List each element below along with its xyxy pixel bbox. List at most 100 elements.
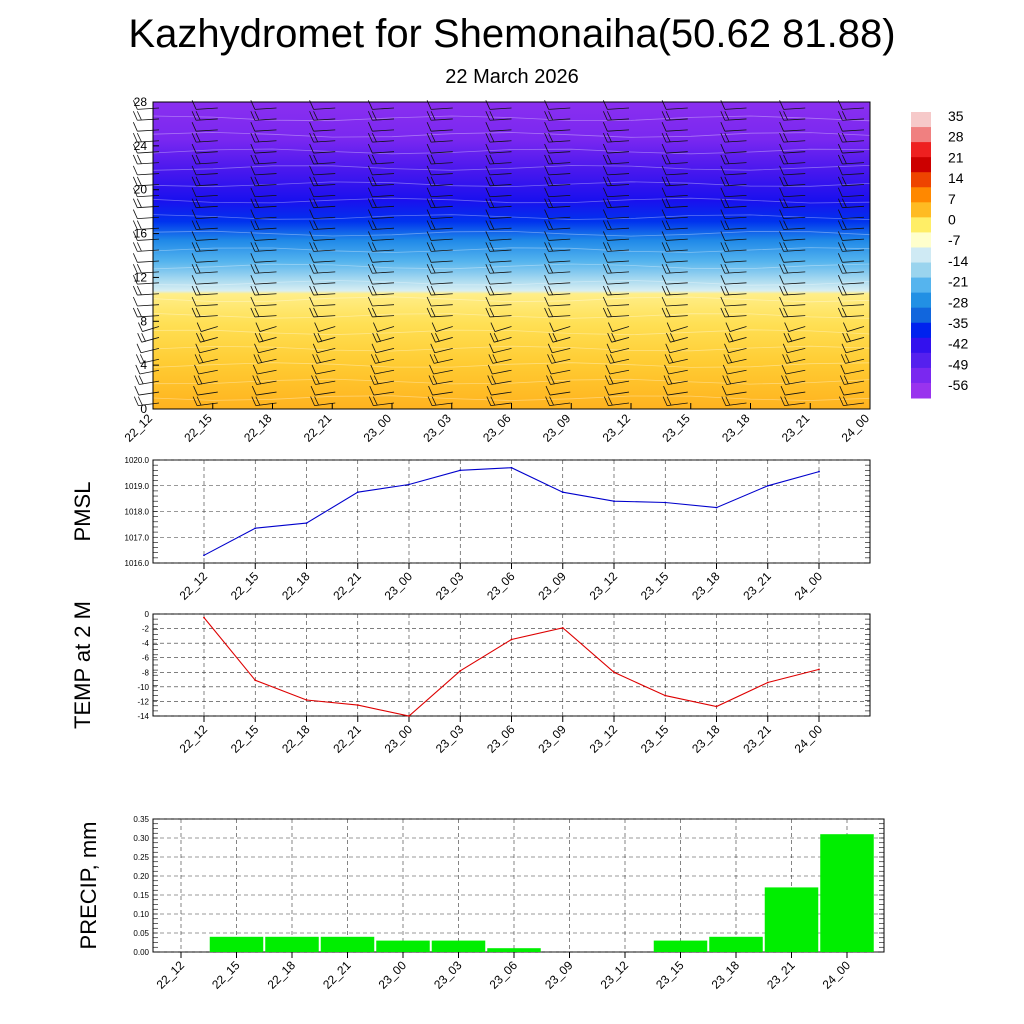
wind-barb bbox=[250, 285, 277, 296]
wind-barb bbox=[781, 364, 806, 375]
wind-barb bbox=[661, 220, 688, 230]
wind-barb-shaft bbox=[137, 195, 160, 198]
wind-barb-flag bbox=[255, 396, 261, 406]
wind-barb-flag bbox=[430, 220, 436, 230]
wind-barb-flag bbox=[783, 198, 788, 208]
wind-barb-shaft bbox=[607, 118, 630, 121]
wind-barb bbox=[544, 143, 571, 154]
wind-barb-shaft bbox=[670, 337, 688, 343]
wind-barb bbox=[426, 209, 453, 219]
wind-barb bbox=[132, 100, 160, 110]
wind-barb bbox=[426, 198, 453, 209]
wind-barb bbox=[309, 154, 336, 165]
wind-barb-shaft bbox=[666, 162, 688, 165]
wind-barb-shaft bbox=[607, 238, 630, 241]
wind-barb-flag bbox=[552, 333, 558, 342]
wind-barb bbox=[487, 375, 512, 385]
wind-barb-flag bbox=[485, 253, 491, 263]
wind-barb-flag bbox=[724, 307, 730, 317]
wind-barb-flag bbox=[779, 176, 784, 186]
wind-barb-shaft bbox=[434, 358, 453, 364]
wind-barb-flag bbox=[720, 274, 726, 285]
wind-barb-flag bbox=[608, 322, 613, 332]
wind-barb-flag bbox=[309, 132, 314, 143]
wind-barb-shaft bbox=[372, 271, 395, 274]
wind-barb-flag bbox=[606, 176, 612, 186]
wind-barb-flag bbox=[368, 396, 374, 406]
wind-barb bbox=[544, 264, 571, 274]
wind-barb-flag bbox=[720, 122, 726, 132]
pmsl-x-tick-label: 23_21 bbox=[740, 569, 774, 603]
wind-barb-shaft bbox=[844, 380, 865, 385]
wind-barb-flag bbox=[426, 274, 432, 285]
wind-barb-flag bbox=[544, 111, 549, 121]
wind-barb bbox=[427, 396, 453, 407]
wind-barb-shaft bbox=[140, 358, 160, 364]
precip-x-tick-label: 22_18 bbox=[265, 958, 299, 992]
wind-barb-shaft bbox=[313, 173, 336, 176]
wind-barb-flag bbox=[426, 285, 432, 296]
wind-barb bbox=[602, 307, 630, 318]
wind-barb-flag bbox=[840, 354, 846, 364]
wind-barb-flag bbox=[551, 354, 556, 364]
wind-barb-flag bbox=[254, 343, 259, 353]
wind-barb-flag bbox=[489, 307, 495, 317]
wind-barb-flag bbox=[430, 198, 436, 208]
wind-barb-flag bbox=[136, 198, 142, 208]
wind-barb-flag bbox=[132, 187, 138, 197]
wind-barb-flag bbox=[665, 285, 671, 295]
wind-barb-shaft bbox=[372, 184, 395, 187]
wind-barb-shaft bbox=[489, 260, 512, 263]
wind-barb-flag bbox=[547, 343, 553, 353]
wind-barb-flag bbox=[313, 198, 318, 208]
wind-barb-shaft bbox=[666, 107, 688, 110]
wind-barb-shaft bbox=[254, 238, 277, 241]
wind-barb bbox=[191, 220, 218, 230]
wind-barb-shaft bbox=[726, 380, 747, 385]
wind-barb-flag bbox=[132, 100, 138, 110]
wind-barb-flag bbox=[784, 322, 790, 332]
precip-y-tick-label: 0.30 bbox=[133, 834, 149, 843]
pmsl-x-tick-label: 23_18 bbox=[689, 569, 723, 603]
wind-barb-shaft bbox=[254, 151, 277, 154]
pmsl-data-point bbox=[203, 554, 205, 557]
wind-barb bbox=[250, 198, 277, 209]
wind-barb bbox=[132, 264, 160, 274]
wind-barb-flag bbox=[309, 307, 314, 318]
wind-barb-flag bbox=[367, 122, 373, 132]
contour-line bbox=[152, 247, 871, 253]
wind-barb-shaft bbox=[372, 216, 395, 219]
wind-barb-flag bbox=[426, 187, 432, 197]
wind-barb-flag bbox=[195, 343, 201, 353]
wind-barb bbox=[837, 165, 865, 176]
wind-barb bbox=[837, 198, 865, 209]
wind-barb-flag bbox=[661, 307, 667, 318]
wind-barb-flag bbox=[783, 176, 788, 186]
wind-barb-shaft bbox=[845, 347, 865, 354]
wind-barb bbox=[720, 264, 747, 274]
wind-barb-flag bbox=[842, 333, 848, 343]
wind-barb bbox=[367, 307, 395, 318]
wind-barb-shaft bbox=[254, 282, 277, 285]
pmsl-y-tick-label: 1017.0 bbox=[125, 533, 150, 542]
wind-barb-flag bbox=[367, 253, 373, 263]
wind-barb-shaft bbox=[137, 216, 160, 219]
wind-barb-flag bbox=[779, 209, 784, 219]
wind-barb bbox=[664, 354, 688, 364]
wind-barb-shaft bbox=[137, 118, 160, 121]
wind-barb-shaft bbox=[254, 184, 277, 187]
wind-barb-flag bbox=[491, 375, 497, 385]
wind-barb-shaft bbox=[492, 369, 512, 375]
wind-barb-flag bbox=[602, 220, 608, 230]
wind-barb-shaft bbox=[313, 184, 336, 187]
wind-barb bbox=[485, 198, 512, 209]
wind-barb-flag bbox=[371, 343, 377, 353]
wind-barb bbox=[779, 176, 806, 187]
wind-barb-flag bbox=[426, 231, 432, 241]
colorbar-swatch bbox=[911, 262, 931, 279]
wind-barb bbox=[602, 111, 630, 121]
wind-barb-flag bbox=[191, 220, 197, 230]
wind-barb-shaft bbox=[550, 380, 571, 385]
wind-barb-shaft bbox=[313, 260, 336, 263]
wind-barb-flag bbox=[837, 187, 843, 197]
